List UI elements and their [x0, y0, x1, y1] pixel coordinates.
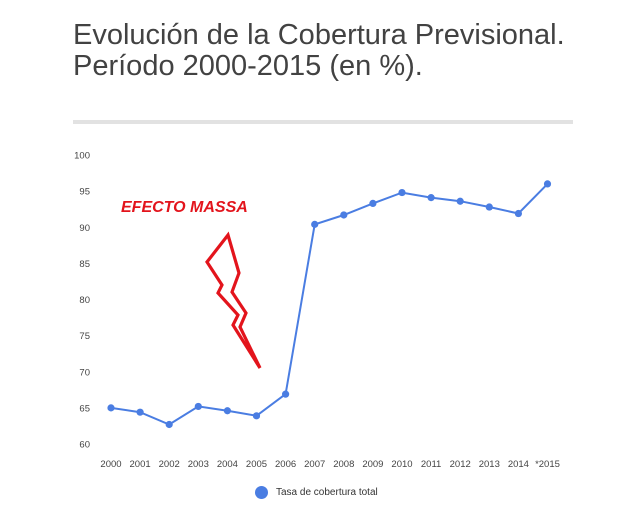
x-tick-label-2014: 2014 — [508, 459, 529, 470]
x-tick-label-2001: 2001 — [130, 459, 151, 470]
legend-marker — [255, 486, 268, 499]
data-point-2009 — [369, 199, 377, 208]
lightning-bolt-icon — [205, 231, 262, 369]
chart-title: Evolución de la Cobertura Previsional. P… — [73, 19, 565, 82]
data-point-2013 — [485, 203, 493, 211]
x-tick-label-2007: 2007 — [304, 459, 325, 470]
data-point-2005 — [252, 412, 261, 420]
legend-label: Tasa de cobertura total — [276, 487, 378, 498]
data-point-2012 — [456, 197, 464, 205]
y-tick-label-60: 60 — [79, 440, 90, 451]
y-tick-label-100: 100 — [74, 151, 90, 162]
series-line — [110, 183, 549, 426]
data-point-2006 — [282, 390, 290, 398]
annotation-label: EFECTO MASSA — [121, 199, 248, 216]
x-axis: 2000 2001 2002 2003 2004 2005 2006 2007 2008 2009… — [100, 459, 559, 470]
data-point-2011 — [427, 194, 435, 202]
y-axis: 60 65 70 75 80 85 90 95 100 — [74, 151, 90, 451]
y-tick-label-90: 90 — [79, 223, 90, 234]
data-point-2000 — [107, 404, 115, 412]
y-tick-label-95: 95 — [79, 187, 90, 198]
x-tick-label-2006: 2006 — [275, 459, 296, 470]
data-point-2001 — [136, 408, 144, 416]
data-point-2002 — [165, 420, 173, 429]
y-tick-label-75: 75 — [79, 331, 90, 342]
x-tick-label-2004: 2004 — [217, 459, 238, 470]
x-tick-label-2009: 2009 — [362, 459, 383, 470]
data-point-2014 — [514, 209, 523, 218]
x-tick-label-2013: 2013 — [479, 459, 500, 470]
data-point-2004 — [223, 407, 231, 415]
data-point-2015 — [543, 180, 552, 188]
y-tick-label-70: 70 — [79, 367, 90, 378]
data-point-2007 — [311, 220, 319, 228]
data-point-2010 — [398, 188, 406, 197]
x-tick-label-2010: 2010 — [391, 459, 412, 470]
x-tick-label-2005: 2005 — [246, 459, 267, 470]
series-tasa-de-cobertura-total — [107, 180, 552, 429]
x-tick-label-2012: 2012 — [450, 459, 471, 470]
data-point-2008 — [340, 211, 348, 219]
y-tick-label-85: 85 — [79, 259, 90, 270]
x-tick-label-2015: *2015 — [535, 459, 560, 470]
y-tick-label-80: 80 — [79, 295, 90, 306]
x-tick-label-2002: 2002 — [159, 459, 180, 470]
x-tick-label-2008: 2008 — [333, 459, 354, 470]
x-tick-label-2000: 2000 — [100, 459, 121, 470]
legend: Tasa de cobertura total — [255, 486, 378, 499]
x-tick-label-2003: 2003 — [188, 459, 209, 470]
data-point-2003 — [194, 402, 202, 411]
x-tick-label-2011: 2011 — [421, 459, 441, 470]
y-tick-label-65: 65 — [79, 403, 90, 414]
title-divider — [73, 120, 573, 124]
